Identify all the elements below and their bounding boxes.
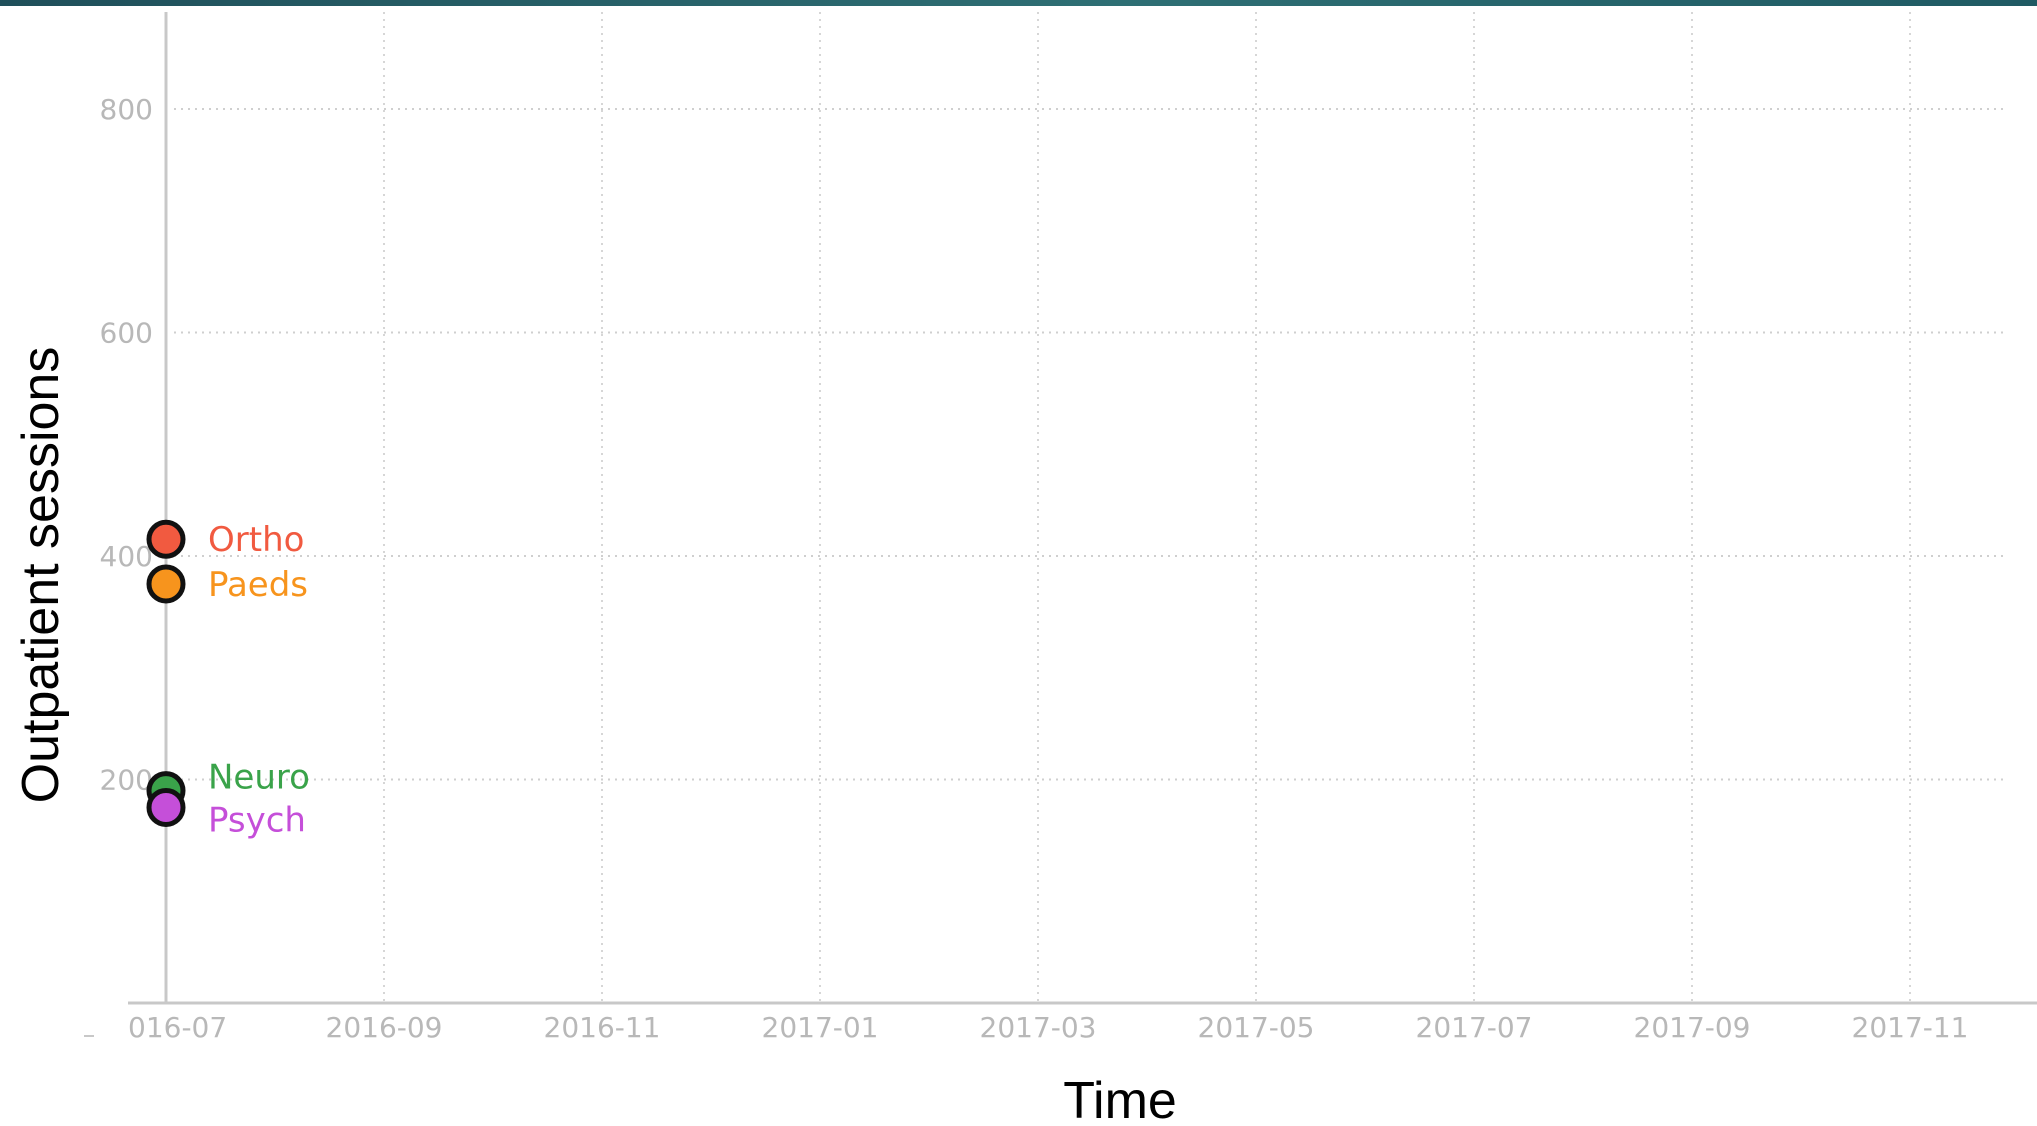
x-tick-label-2017-05: 2017-05 bbox=[1198, 1011, 1315, 1044]
y-tick-label-200: 200 bbox=[100, 764, 153, 797]
x-tick-label-2017-07: 2017-07 bbox=[1416, 1011, 1533, 1044]
point-psych bbox=[146, 787, 186, 827]
y-axis-title: Outpatient sessions bbox=[12, 347, 70, 804]
grid-layer bbox=[174, 12, 2005, 1003]
series-label-paeds: Paeds bbox=[208, 565, 308, 605]
series-label-ortho: Ortho bbox=[208, 520, 304, 560]
series-label-neuro: Neuro bbox=[208, 758, 310, 798]
point-paeds bbox=[146, 564, 186, 604]
x-tick-label-2017-11: 2017-11 bbox=[1852, 1011, 1969, 1044]
axis-layer bbox=[128, 12, 2037, 1005]
point-ortho bbox=[146, 519, 186, 559]
y-tick-label-400: 400 bbox=[100, 540, 153, 573]
x-tick-label-2016-09: 2016-09 bbox=[326, 1011, 443, 1044]
tick-layer: 200 400 600 800 016-07 2016-09 2016-11 2017-01 2… bbox=[84, 93, 1969, 1044]
x-tick-label-2016-11: 2016-11 bbox=[544, 1011, 661, 1044]
y-tick-label-800: 800 bbox=[100, 93, 153, 126]
x-tick-label-2017-01: 2017-01 bbox=[762, 1011, 879, 1044]
y-tick-label-600: 600 bbox=[100, 317, 153, 350]
x-tick-label-2017-03: 2017-03 bbox=[980, 1011, 1097, 1044]
x-axis-title: Time bbox=[1063, 1072, 1177, 1126]
series-label-psych: Psych bbox=[208, 800, 306, 840]
x-tick-label-016-07: 016-07 bbox=[128, 1011, 227, 1044]
top-accent-bar bbox=[0, 0, 2037, 6]
x-tick-label-2017-09: 2017-09 bbox=[1634, 1011, 1751, 1044]
